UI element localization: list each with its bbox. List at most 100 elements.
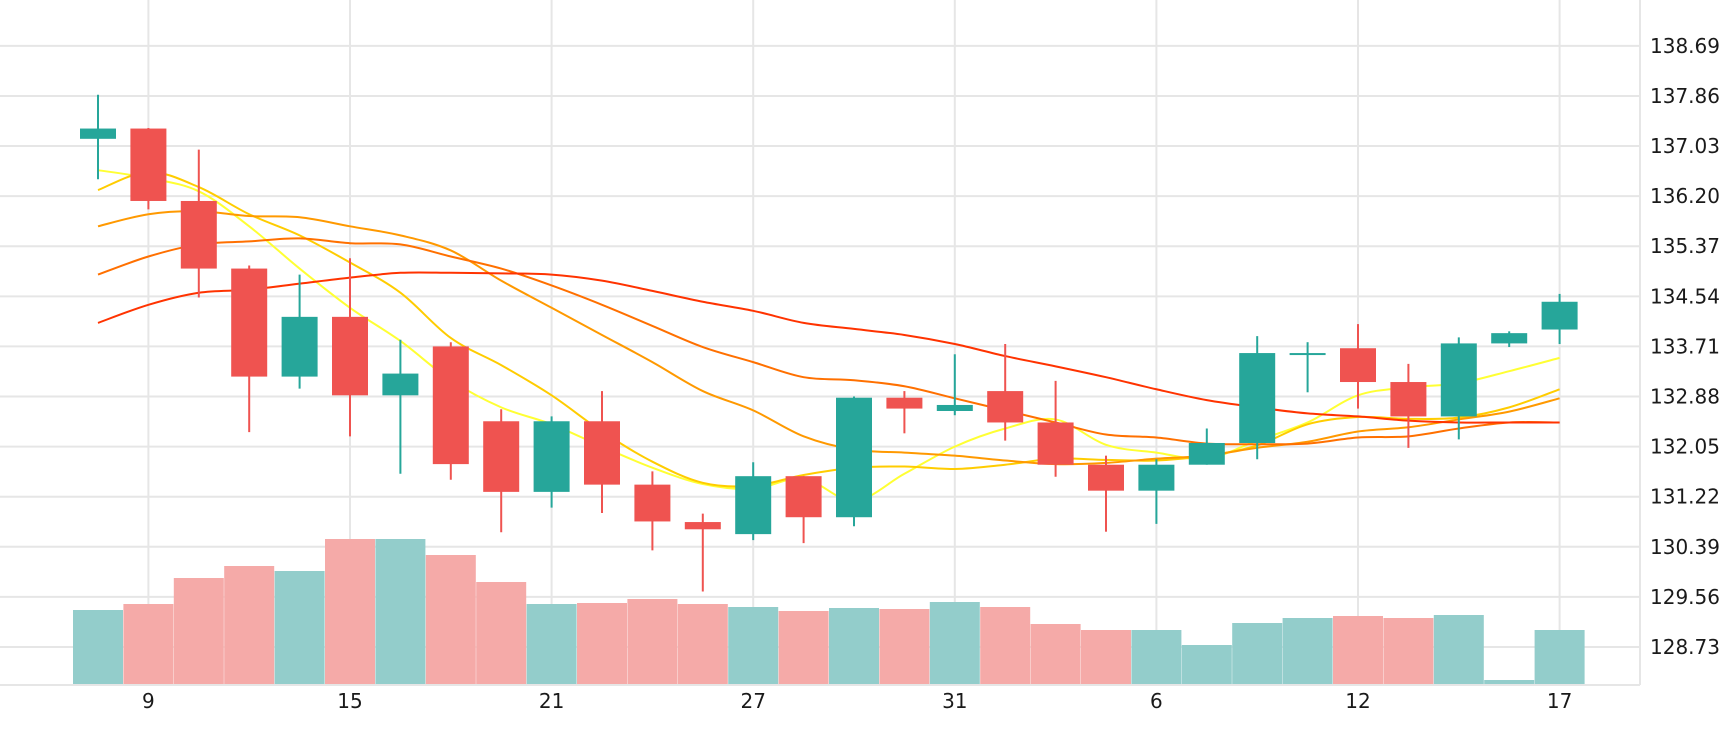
candle-body [483,421,520,492]
x-tick-label: 9 [142,689,155,713]
candle [987,344,1024,441]
candle-body [1037,422,1074,465]
candle-body [634,484,671,522]
volume-bar [325,539,375,685]
candle [1390,363,1427,448]
moving-average-line [97,171,1560,488]
candle [1491,331,1528,348]
y-tick-label: 135.37 [1650,234,1720,258]
candle [1289,342,1326,393]
candle-body [1138,464,1175,491]
candle-body [987,391,1024,423]
axes: 138.69 137.86 137.03 136.20 135.37 134.54 133.… [0,0,1720,713]
candle [1138,459,1175,524]
volume-bar [778,611,829,685]
volume-bar [1030,624,1081,685]
volume-bar [1282,618,1333,685]
candle-body [684,522,721,530]
candle-body [836,397,872,518]
moving-average-line [97,210,1560,466]
y-tick-label: 128.73 [1650,635,1720,659]
x-tick-label: 21 [539,689,564,713]
candle-body [1239,353,1276,443]
y-tick-label: 136.20 [1650,184,1720,208]
moving-average-line [97,271,1560,424]
candle [1088,455,1124,532]
candle [735,462,772,541]
candle-body [1289,353,1326,356]
volume-bar [1131,630,1182,685]
candle [432,342,469,480]
candle-body [180,200,217,269]
candle-body [1440,343,1477,417]
x-tick-label: 27 [740,689,765,713]
y-tick-label: 138.69 [1650,34,1720,58]
y-tick-label: 131.22 [1650,485,1720,509]
volume-bar [274,571,325,685]
candle-body [785,476,822,518]
moving-average-line [97,237,1560,446]
candle-body [936,404,973,411]
candle [1239,336,1276,460]
candle [634,471,671,551]
volume-bar [879,609,930,685]
candle-body [382,373,419,396]
candle [886,391,923,434]
candle [231,265,268,433]
x-tick-label: 15 [337,689,362,713]
volume-bar [728,607,779,685]
candle-body [1491,333,1528,344]
volume-bar [73,610,123,685]
y-tick-label: 132.88 [1650,385,1720,409]
candle-body [533,421,570,492]
candle-body [130,128,167,201]
volume-bar [1181,645,1232,685]
candle-body [281,316,318,377]
candle [483,409,520,533]
volume-bar [1484,680,1535,685]
candle [1541,293,1578,345]
volume-bar [476,582,527,685]
moving-average-lines [97,169,1560,502]
y-tick-label: 129.56 [1650,585,1720,609]
candle [533,416,570,508]
volume-bar [425,555,476,685]
volume-bar [1433,615,1484,685]
candle-body [231,268,268,377]
volume-bar [1081,630,1131,685]
candle-body [1390,382,1427,417]
candle [684,513,721,592]
candle-body [332,316,368,396]
candle-body [584,421,620,485]
candle-body [886,397,923,409]
volume-bar [980,607,1031,685]
volume-bar [1383,618,1434,685]
candle [332,258,368,437]
volume-bar [173,578,224,685]
candle-body [432,346,469,465]
y-tick-label: 133.71 [1650,334,1720,358]
x-tick-label: 6 [1150,689,1163,713]
candle [180,149,217,298]
y-tick-label: 130.39 [1650,535,1720,559]
candle-body [1541,301,1578,330]
volume-bar [1333,616,1383,685]
candles [80,94,1578,592]
volume-bar [375,539,426,685]
volume-bar [677,604,728,685]
candle-body [1188,442,1225,465]
volume-bar [627,599,678,685]
candle [382,339,419,474]
candle [785,476,822,544]
candle [1188,428,1225,465]
candle [281,274,318,389]
volume-bar [1534,630,1585,685]
y-tick-label: 134.54 [1650,284,1720,308]
candle [80,94,116,180]
y-tick-label: 137.03 [1650,134,1720,158]
volume-bar [526,604,577,685]
volume-bar [123,604,174,685]
volume-bars [73,539,1585,685]
x-tick-label: 31 [942,689,967,713]
